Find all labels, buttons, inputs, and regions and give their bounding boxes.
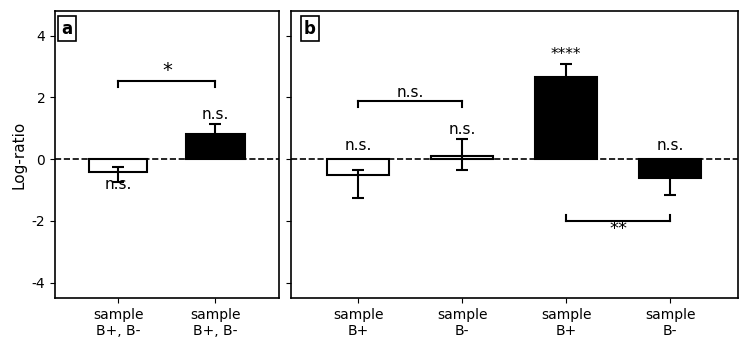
Bar — [327, 159, 389, 174]
Text: n.s.: n.s. — [105, 177, 132, 192]
Bar — [89, 159, 148, 171]
Text: n.s.: n.s. — [396, 85, 424, 99]
Text: n.s.: n.s. — [657, 138, 684, 153]
Text: **: ** — [609, 220, 627, 238]
Bar — [639, 159, 702, 178]
Bar — [431, 156, 494, 159]
Text: b: b — [304, 20, 316, 38]
Text: n.s.: n.s. — [449, 122, 476, 137]
Bar — [187, 134, 245, 159]
Text: *: * — [162, 61, 172, 80]
Bar — [535, 77, 598, 159]
Text: ****: **** — [551, 47, 581, 62]
Text: n.s.: n.s. — [201, 106, 229, 121]
Text: a: a — [61, 20, 73, 38]
Y-axis label: Log-ratio: Log-ratio — [11, 120, 26, 189]
Text: n.s.: n.s. — [345, 138, 372, 153]
